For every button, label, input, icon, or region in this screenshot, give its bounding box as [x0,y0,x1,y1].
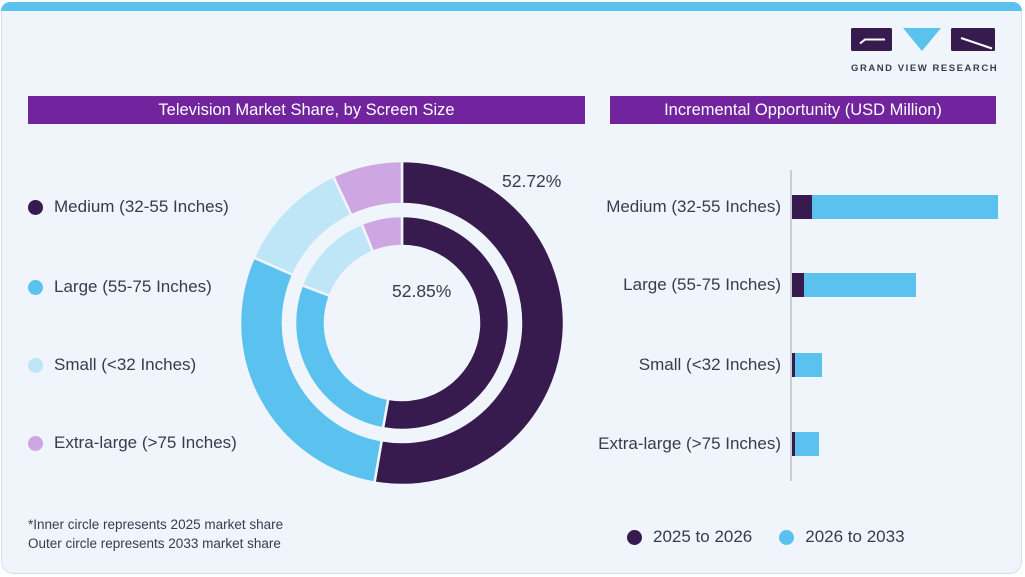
bar-chart-legend: 2025 to 2026 2026 to 2033 [627,527,905,547]
outer-ring-value-label: 52.72% [502,171,562,191]
bar-segment-2026-to-2033-1 [804,273,916,297]
bar-segment-2025-to-2026-2 [792,353,795,377]
bar-category-label-0: Medium (32-55 Inches) [606,197,781,216]
bar-category-label-1: Large (55-75 Inches) [623,275,781,294]
donut-legend-item-small: Small (<32 Inches) [28,353,196,377]
gvr-logo: GRAND VIEW RESEARCH [851,28,997,74]
donut-legend-item-large: Large (55-75 Inches) [28,275,212,299]
donut-segment-outer-2033-0 [373,159,566,487]
bar-segment-2025-to-2026-1 [792,273,804,297]
footnote-line-2: Outer circle represents 2033 market shar… [28,536,281,551]
legend-dot-2026-2033 [779,529,795,545]
small-legend-label: Small (<32 Inches) [54,355,197,374]
inner-ring-value-label: 52.85% [392,281,452,301]
large-legend-label: Large (55-75 Inches) [54,277,212,296]
logo-v-triangle [903,28,941,51]
legend-label-2025-2026: 2025 to 2026 [653,527,753,546]
bar-segment-2025-to-2026-3 [792,432,795,456]
logo-g-mark [859,38,885,45]
medium-legend-dot [28,199,43,215]
right-panel-title: Incremental Opportunity (USD Million) [610,96,996,124]
left-panel-title: Television Market Share, by Screen Size [28,96,585,124]
medium-legend-label: Medium (32-55 Inches) [54,197,229,216]
bar-category-label-2: Small (<32 Inches) [638,355,781,374]
legend-dot-2025-2026 [627,529,642,545]
logo-r-mark [960,37,993,50]
logo-text: GRAND VIEW RESEARCH [851,63,999,74]
donut-legend-item-medium: Medium (32-55 Inches) [28,195,229,219]
legend-label-2026-2033: 2026 to 2033 [805,527,905,546]
bar-row-0 [792,195,998,219]
donut-chart [238,159,566,487]
small-legend-dot [28,357,43,373]
bar-segment-2026-to-2033-0 [812,195,998,219]
bar-segment-2026-to-2033-2 [795,353,822,377]
accent-top-strip [1,2,1022,11]
legend-item-2025-2026: 2025 to 2026 [627,527,752,547]
bar-row-3 [792,432,819,456]
donut-segment-inner-2025-0 [381,214,511,432]
legend-item-2026-2033: 2026 to 2033 [779,527,905,547]
gvr-logo-icon [851,28,995,51]
extra-large-legend-dot [28,435,43,451]
donut-legend-item-extra-large: Extra-large (>75 Inches) [28,431,237,455]
bar-row-1 [792,273,916,297]
bar-segment-2025-to-2026-0 [792,195,812,219]
donut-segment-outer-2033-3 [331,159,404,217]
footnote: *Inner circle represents 2025 market sha… [28,515,283,553]
bar-row-2 [792,353,822,377]
extra-large-legend-label: Extra-large (>75 Inches) [54,433,237,452]
donut-segment-inner-2025-3 [360,214,404,254]
large-legend-dot [28,279,43,295]
bar-chart-axis [790,170,792,481]
bar-category-label-3: Extra-large (>75 Inches) [598,434,781,453]
footnote-line-1: *Inner circle represents 2025 market sha… [28,517,284,532]
bar-segment-2026-to-2033-3 [795,432,819,456]
